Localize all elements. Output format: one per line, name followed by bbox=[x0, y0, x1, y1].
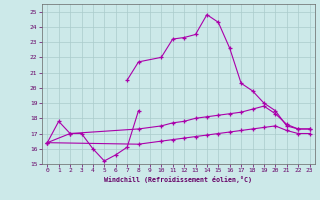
X-axis label: Windchill (Refroidissement éolien,°C): Windchill (Refroidissement éolien,°C) bbox=[104, 176, 252, 183]
